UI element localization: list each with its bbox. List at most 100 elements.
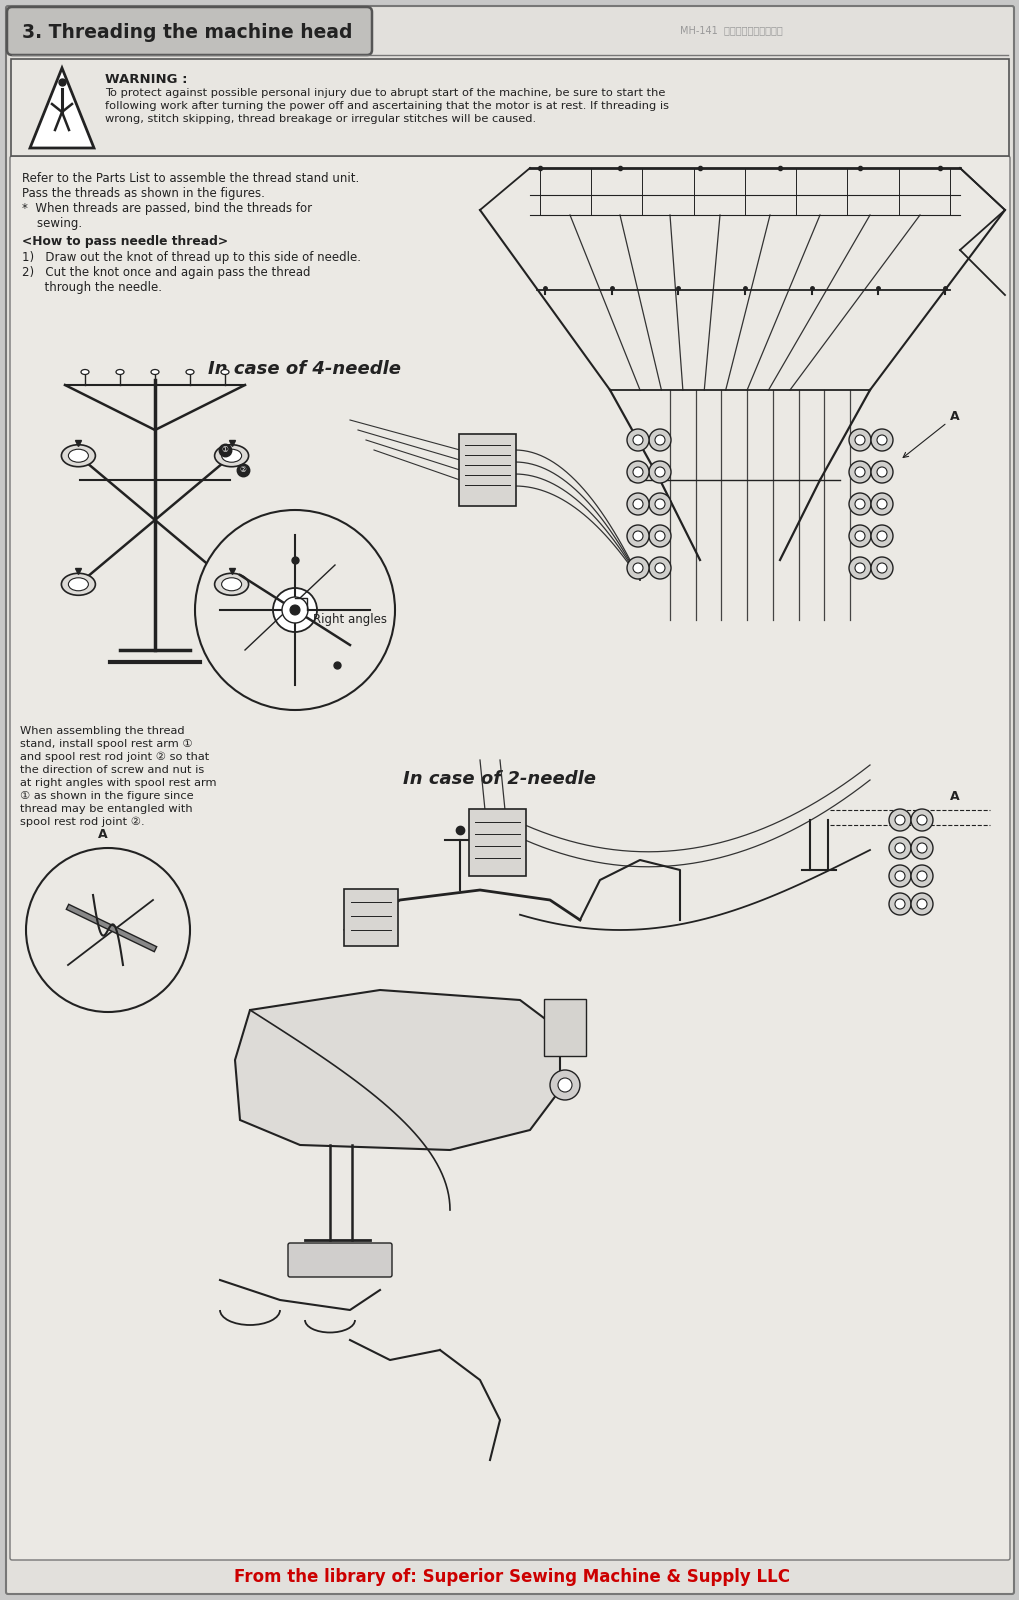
Circle shape	[854, 531, 864, 541]
Circle shape	[648, 429, 671, 451]
Ellipse shape	[61, 445, 96, 467]
Circle shape	[870, 525, 892, 547]
Text: *  When threads are passed, bind the threads for: * When threads are passed, bind the thre…	[22, 202, 312, 214]
Text: <How to pass needle thread>: <How to pass needle thread>	[22, 235, 228, 248]
Circle shape	[633, 563, 642, 573]
Ellipse shape	[214, 445, 249, 467]
Text: Pass the threads as shown in the figures.: Pass the threads as shown in the figures…	[22, 187, 265, 200]
Circle shape	[889, 837, 910, 859]
Circle shape	[195, 510, 394, 710]
Text: thread may be entangled with: thread may be entangled with	[20, 803, 193, 814]
Text: at right angles with spool rest arm: at right angles with spool rest arm	[20, 778, 216, 787]
Text: To protect against possible personal injury due to abrupt start of the machine, : To protect against possible personal inj…	[105, 88, 664, 98]
Circle shape	[916, 899, 926, 909]
Text: 2)   Cut the knot once and again pass the thread: 2) Cut the knot once and again pass the …	[22, 266, 310, 278]
Circle shape	[648, 461, 671, 483]
Circle shape	[870, 557, 892, 579]
Text: through the needle.: through the needle.	[22, 282, 162, 294]
Circle shape	[654, 499, 664, 509]
Text: WARNING :: WARNING :	[105, 74, 187, 86]
Circle shape	[627, 493, 648, 515]
Text: stand, install spool rest arm ①: stand, install spool rest arm ①	[20, 739, 193, 749]
FancyBboxPatch shape	[7, 6, 372, 54]
Circle shape	[557, 1078, 572, 1091]
Circle shape	[889, 893, 910, 915]
Ellipse shape	[221, 450, 242, 462]
Circle shape	[894, 843, 904, 853]
Circle shape	[633, 531, 642, 541]
Circle shape	[910, 837, 932, 859]
Circle shape	[648, 525, 671, 547]
FancyBboxPatch shape	[10, 157, 1009, 1560]
Circle shape	[633, 435, 642, 445]
Circle shape	[894, 814, 904, 826]
Circle shape	[848, 461, 870, 483]
Text: Refer to the Parts List to assemble the thread stand unit.: Refer to the Parts List to assemble the …	[22, 171, 359, 186]
Circle shape	[910, 893, 932, 915]
Text: sewing.: sewing.	[22, 218, 83, 230]
Text: and spool rest rod joint ② so that: and spool rest rod joint ② so that	[20, 752, 209, 762]
FancyBboxPatch shape	[6, 6, 1013, 1594]
Circle shape	[633, 467, 642, 477]
Text: When assembling the thread: When assembling the thread	[20, 726, 184, 736]
Circle shape	[648, 557, 671, 579]
Ellipse shape	[221, 370, 229, 374]
Circle shape	[876, 563, 887, 573]
Circle shape	[894, 870, 904, 882]
Circle shape	[273, 587, 317, 632]
Ellipse shape	[214, 573, 249, 595]
Ellipse shape	[151, 370, 159, 374]
Polygon shape	[30, 67, 94, 149]
Circle shape	[25, 848, 190, 1013]
Circle shape	[848, 429, 870, 451]
Circle shape	[848, 493, 870, 515]
Circle shape	[848, 557, 870, 579]
Circle shape	[654, 531, 664, 541]
Circle shape	[910, 866, 932, 886]
Text: In case of 4-needle: In case of 4-needle	[208, 360, 401, 378]
FancyBboxPatch shape	[11, 59, 1008, 157]
Circle shape	[894, 899, 904, 909]
Circle shape	[876, 499, 887, 509]
Circle shape	[627, 557, 648, 579]
Text: ① as shown in the figure since: ① as shown in the figure since	[20, 790, 194, 802]
Ellipse shape	[116, 370, 124, 374]
Text: From the library of: Superior Sewing Machine & Supply LLC: From the library of: Superior Sewing Mac…	[233, 1568, 790, 1586]
Circle shape	[654, 467, 664, 477]
Text: Right angles: Right angles	[313, 613, 386, 627]
Circle shape	[876, 435, 887, 445]
Circle shape	[876, 531, 887, 541]
Circle shape	[916, 814, 926, 826]
FancyBboxPatch shape	[459, 434, 516, 506]
Ellipse shape	[185, 370, 194, 374]
Circle shape	[870, 461, 892, 483]
FancyBboxPatch shape	[287, 1243, 391, 1277]
Text: A: A	[902, 410, 959, 458]
Circle shape	[848, 525, 870, 547]
Text: A: A	[98, 829, 108, 842]
Circle shape	[633, 499, 642, 509]
Circle shape	[889, 866, 910, 886]
Ellipse shape	[68, 578, 89, 590]
FancyBboxPatch shape	[469, 810, 526, 877]
Circle shape	[648, 493, 671, 515]
Circle shape	[854, 467, 864, 477]
Circle shape	[870, 429, 892, 451]
Circle shape	[627, 461, 648, 483]
Text: wrong, stitch skipping, thread breakage or irregular stitches will be caused.: wrong, stitch skipping, thread breakage …	[105, 114, 536, 125]
Text: the direction of screw and nut is: the direction of screw and nut is	[20, 765, 204, 774]
Circle shape	[854, 499, 864, 509]
Text: In case of 2-needle: In case of 2-needle	[404, 770, 596, 787]
Ellipse shape	[221, 578, 242, 590]
Circle shape	[654, 435, 664, 445]
Circle shape	[876, 467, 887, 477]
Ellipse shape	[68, 450, 89, 462]
Text: 1)   Draw out the knot of thread up to this side of needle.: 1) Draw out the knot of thread up to thi…	[22, 251, 361, 264]
FancyBboxPatch shape	[543, 998, 586, 1056]
Ellipse shape	[61, 573, 96, 595]
FancyBboxPatch shape	[343, 890, 397, 946]
Text: ①: ①	[221, 445, 228, 454]
Text: ②: ②	[239, 466, 247, 475]
Circle shape	[916, 870, 926, 882]
Ellipse shape	[81, 370, 89, 374]
